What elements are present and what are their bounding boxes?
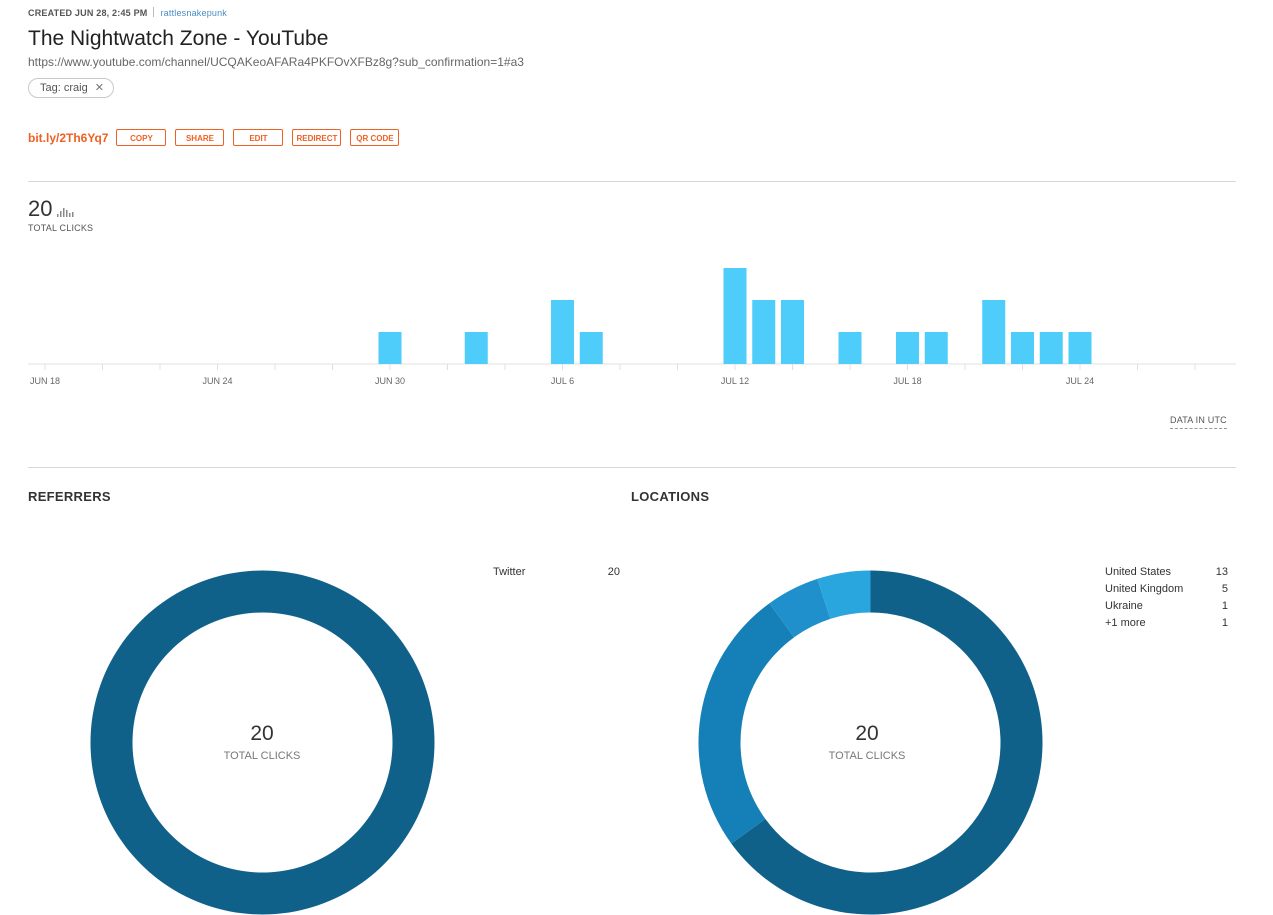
short-link[interactable]: bit.ly/2Th6Yq7: [28, 130, 109, 145]
legend-count: 1: [1221, 599, 1228, 612]
locations-title: LOCATIONS: [631, 489, 710, 504]
bar[interactable]: [723, 268, 747, 364]
link-actions: bit.ly/2Th6Yq7 COPY SHARE EDIT REDIRECT …: [28, 129, 408, 146]
bar[interactable]: [551, 300, 574, 364]
legend-row[interactable]: United Kingdom 5: [1105, 580, 1228, 597]
referrers-center: 20 TOTAL CLICKS: [182, 722, 342, 762]
referrers-title: REFERRERS: [28, 489, 111, 504]
bar[interactable]: [752, 300, 776, 364]
bar[interactable]: [838, 332, 862, 364]
bar[interactable]: [982, 300, 1006, 364]
x-tick-label: JUN 18: [30, 376, 60, 386]
bar-chart-icon[interactable]: [57, 208, 75, 217]
copy-button[interactable]: COPY: [116, 129, 167, 146]
bar[interactable]: [579, 332, 603, 364]
legend-count: 5: [1221, 582, 1228, 595]
donut-slice[interactable]: [698, 603, 795, 844]
legend-label: Twitter: [493, 565, 526, 578]
donut-slice[interactable]: [817, 570, 871, 619]
x-tick-label: JUN 24: [202, 376, 232, 386]
tag-label: Tag: craig: [40, 82, 88, 94]
bar[interactable]: [781, 300, 804, 364]
bar[interactable]: [896, 332, 919, 364]
qr-code-button[interactable]: QR CODE: [350, 129, 400, 146]
x-tick-label: JUL 12: [721, 376, 749, 386]
remove-tag-icon[interactable]: ✕: [94, 82, 104, 94]
data-in-utc-toggle[interactable]: DATA IN UTC: [1170, 415, 1227, 429]
legend-label: United States: [1105, 565, 1172, 578]
link-meta: CREATED JUN 28, 2:45 PM rattlesnakepunk: [28, 7, 227, 18]
share-button[interactable]: SHARE: [175, 129, 225, 146]
locations-center: 20 TOTAL CLICKS: [787, 722, 947, 762]
total-clicks: 20: [28, 196, 75, 222]
bar[interactable]: [1011, 332, 1034, 364]
referrers-legend: Twitter 20: [493, 563, 620, 580]
divider-top: [28, 181, 1236, 182]
referrers-total-value: 20: [250, 722, 274, 745]
total-clicks-value: 20: [28, 196, 53, 221]
total-clicks-label: TOTAL CLICKS: [28, 223, 94, 233]
x-tick-label: JUL 6: [551, 376, 574, 386]
locations-total-label: TOTAL CLICKS: [828, 750, 906, 762]
legend-count: 1: [1221, 616, 1228, 629]
clicks-bar-chart: JUN 18 JUN 24 JUN 30 JUL 6 JUL 12 JUL 18 JUL 2…: [28, 268, 1236, 386]
bar[interactable]: [924, 332, 948, 364]
created-date: CREATED JUN 28, 2:45 PM: [28, 8, 148, 18]
legend-label: United Kingdom: [1105, 582, 1184, 595]
locations-donut-chart: [698, 570, 1043, 915]
x-tick-label: JUL 24: [1066, 376, 1094, 386]
bar[interactable]: [464, 332, 488, 364]
legend-label: +1 more: [1105, 616, 1146, 629]
divider-middle: [28, 467, 1236, 468]
locations-total-value: 20: [855, 722, 879, 745]
meta-divider: [153, 7, 155, 17]
tag-chip[interactable]: Tag: craig ✕: [28, 78, 114, 98]
legend-row[interactable]: United States 13: [1105, 563, 1228, 580]
legend-count: 13: [1215, 565, 1228, 578]
bar[interactable]: [1068, 332, 1092, 364]
redirect-button[interactable]: REDIRECT: [292, 129, 342, 146]
x-tick-label: JUN 30: [375, 376, 405, 386]
destination-url[interactable]: https://www.youtube.com/channel/UCQAKeoA…: [28, 55, 524, 69]
username-link[interactable]: rattlesnakepunk: [160, 8, 228, 18]
legend-row[interactable]: Ukraine 1: [1105, 597, 1228, 614]
legend-row[interactable]: +1 more 1: [1105, 614, 1228, 631]
link-title: The Nightwatch Zone - YouTube: [28, 27, 329, 50]
x-tick-label: JUL 18: [893, 376, 921, 386]
edit-button[interactable]: EDIT: [233, 129, 284, 146]
referrers-total-label: TOTAL CLICKS: [223, 750, 301, 762]
bar[interactable]: [378, 332, 402, 364]
bar[interactable]: [1039, 332, 1063, 364]
legend-row[interactable]: Twitter 20: [493, 563, 620, 580]
legend-count: 20: [607, 565, 620, 578]
legend-label: Ukraine: [1105, 599, 1143, 612]
locations-legend: United States 13 United Kingdom 5 Ukraine 1 +1…: [1105, 563, 1228, 631]
donut-slice[interactable]: [769, 578, 831, 638]
